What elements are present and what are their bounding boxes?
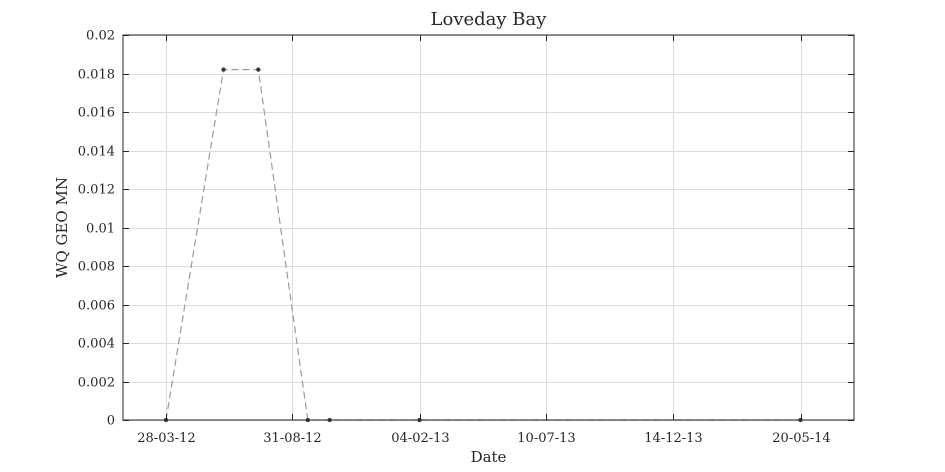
- x-tick-label: 31-08-12: [263, 431, 321, 446]
- y-tick-label: 0.02: [86, 29, 115, 44]
- chart-title: Loveday Bay: [431, 9, 548, 30]
- x-axis-label: Date: [471, 448, 507, 466]
- y-tick-label: 0.012: [78, 183, 115, 198]
- x-tick-label: 14-12-13: [644, 431, 702, 446]
- x-tick-label: 10-07-13: [517, 431, 575, 446]
- plot-area: [123, 35, 854, 420]
- y-tick-label: 0.016: [78, 106, 115, 121]
- data-point: [221, 67, 226, 72]
- x-tick-label: 20-05-14: [772, 431, 830, 446]
- y-tick-labels: 0 0.002 0.004 0.006 0.008 0.01 0.012 0.014 0.016…: [78, 29, 115, 429]
- y-tick-label: 0.01: [86, 222, 115, 237]
- y-axis-label: WQ GEO MN: [53, 177, 71, 278]
- y-tick-label: 0.018: [78, 68, 115, 83]
- plot-frame: [122, 34, 855, 421]
- y-tick-label: 0.006: [78, 299, 115, 314]
- x-tick-label: 28-03-12: [137, 431, 195, 446]
- y-tick-label: 0.004: [78, 337, 115, 352]
- tick-marks: [123, 35, 854, 421]
- y-tick-label: 0.014: [78, 145, 115, 160]
- y-tick-label: 0.008: [78, 260, 115, 275]
- y-tick-label: 0.002: [78, 376, 115, 391]
- x-tick-labels: 28-03-12 31-08-12 04-02-13 10-07-13 14-12-13…: [137, 431, 830, 446]
- x-tick-label: 04-02-13: [391, 431, 449, 446]
- y-tick-label: 0: [107, 414, 115, 429]
- data-point: [256, 67, 261, 72]
